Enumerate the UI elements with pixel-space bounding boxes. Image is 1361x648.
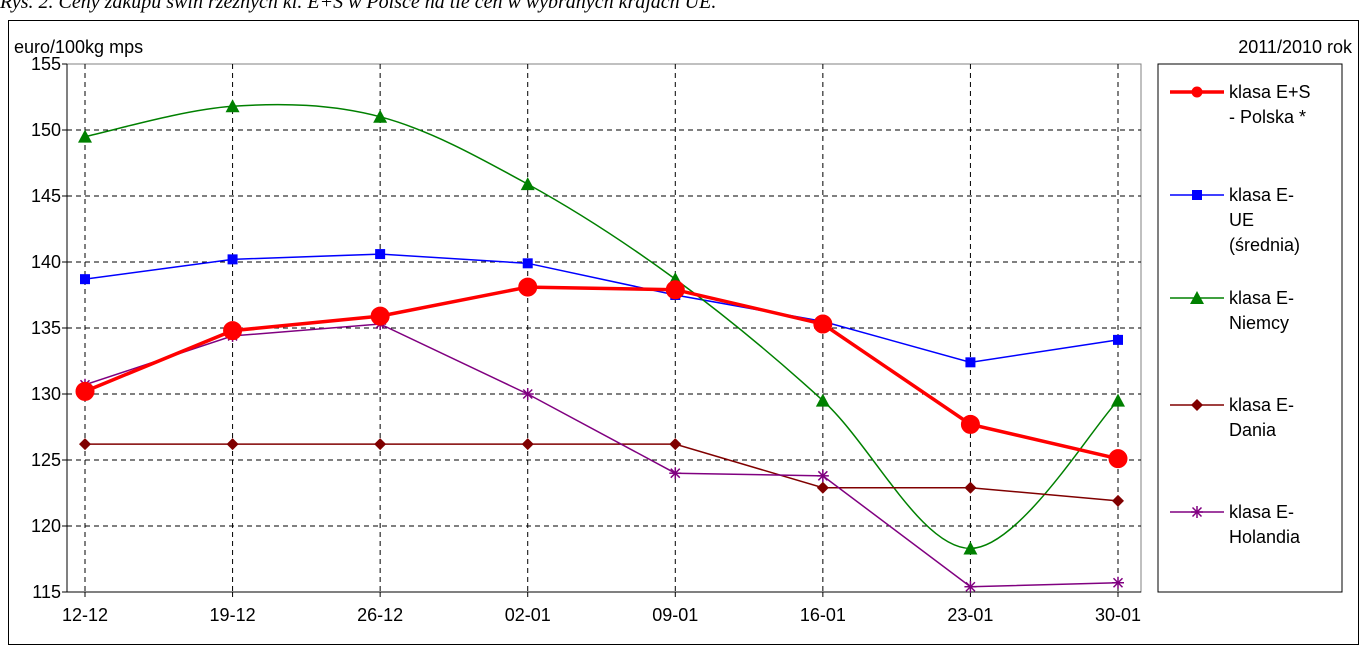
x-tick-label: 02-01: [505, 605, 551, 625]
legend-label: klasa E+S: [1229, 82, 1311, 102]
x-tick-labels: 12-12 19-12 26-12 02-01 09-01 16-01 23-01 30-01: [62, 605, 1141, 625]
y-tick-label: 145: [31, 186, 61, 206]
data-point: [1112, 576, 1124, 589]
data-point: [225, 99, 240, 113]
legend-swatch-marker: [1191, 506, 1203, 518]
data-point: [964, 481, 977, 494]
y-axis-label: euro/100kg mps: [14, 37, 143, 57]
legend-entry-1: klasa E- UE (średnia): [1170, 185, 1300, 255]
legend-swatch-marker: [1191, 86, 1203, 98]
data-point: [75, 381, 95, 401]
legend-swatch-marker: [1192, 190, 1202, 200]
y-tick-label: 115: [32, 582, 61, 602]
x-tick-label: 16-01: [800, 605, 846, 625]
y-tick-label: 140: [31, 252, 61, 272]
data-point: [370, 306, 390, 326]
legend-entry-2: klasa E- Niemcy: [1170, 288, 1294, 333]
star-stroke: [817, 470, 828, 481]
data-point: [669, 467, 682, 480]
data-point: [521, 438, 534, 451]
chart-frame: [8, 20, 1359, 645]
star-stroke: [965, 581, 976, 592]
data-point: [1108, 449, 1128, 469]
series-group: [75, 99, 1128, 593]
data-point: [522, 258, 533, 269]
y-tick-label: 155: [31, 54, 61, 74]
legend-box: [1157, 63, 1343, 593]
x-tick-label: 09-01: [652, 605, 698, 625]
legend-swatch-marker: [1191, 399, 1203, 411]
data-point: [520, 177, 535, 191]
data-point: [1112, 494, 1124, 507]
legend: klasa E+S- Polska *klasa E-UE(średnia)kl…: [1170, 82, 1311, 547]
legend-label: klasa E-: [1229, 502, 1294, 522]
legend-entry-3: klasa E- Dania: [1170, 395, 1294, 440]
series-1: [80, 249, 1123, 368]
legend-label: Holandia: [1229, 527, 1301, 547]
legend-label: Dania: [1229, 420, 1277, 440]
x-tick-label: 19-12: [210, 605, 256, 625]
data-point: [375, 249, 386, 260]
series-line: [84, 253, 1119, 364]
data-point: [80, 274, 90, 285]
data-point: [964, 580, 977, 593]
data-point: [79, 438, 91, 451]
legend-entry-0: klasa E+S - Polska *: [1170, 82, 1311, 127]
data-point: [665, 280, 685, 300]
data-point: [518, 277, 538, 297]
y-tick-label: 125: [31, 450, 61, 470]
period-label: 2011/2010 rok: [1238, 37, 1353, 57]
data-point: [223, 321, 243, 341]
legend-label: - Polska *: [1229, 107, 1306, 127]
legend-label: UE: [1229, 210, 1254, 230]
series-0: [75, 277, 1128, 469]
x-tick-label: 23-01: [947, 605, 993, 625]
series-line: [84, 323, 1119, 588]
data-point: [373, 109, 388, 123]
data-point: [669, 438, 682, 451]
data-point: [1111, 393, 1125, 407]
data-point: [963, 541, 978, 555]
series-3: [79, 438, 1124, 507]
data-point: [816, 481, 829, 494]
legend-entry-4: klasa E- Holandia: [1170, 502, 1301, 547]
data-point: [78, 129, 92, 143]
star-stroke: [1112, 577, 1124, 588]
x-tick-label: 26-12: [357, 605, 403, 625]
data-point: [960, 414, 980, 434]
legend-label: klasa E-: [1229, 185, 1294, 205]
x-tick-label: 12-12: [62, 605, 108, 625]
star-stroke: [522, 388, 533, 400]
data-point: [815, 393, 830, 407]
data-point: [226, 438, 239, 451]
y-tick-label: 130: [31, 384, 61, 404]
y-tick-label: 120: [31, 516, 61, 536]
legend-label: klasa E-: [1229, 288, 1294, 308]
data-point: [813, 314, 833, 334]
y-tick-labels: 115 120 125 130 135 140 145 150 155: [31, 54, 61, 602]
series-line: [84, 285, 1119, 461]
data-point: [521, 388, 534, 400]
legend-label: (średnia): [1229, 235, 1300, 255]
y-tick-label: 135: [31, 318, 61, 338]
legend-label: klasa E-: [1229, 395, 1294, 415]
data-point: [1113, 334, 1123, 345]
data-point: [227, 254, 238, 265]
legend-label: Niemcy: [1229, 313, 1289, 333]
series-line: [85, 443, 1119, 502]
data-point: [965, 357, 976, 368]
figure-caption: Rys. 2. Ceny zakupu świń rzeźnych kl. E+…: [0, 0, 717, 13]
legend-swatch-marker: [1190, 291, 1204, 304]
data-point: [374, 438, 387, 451]
y-tick-label: 150: [31, 120, 61, 140]
star-stroke: [670, 468, 681, 479]
data-point: [816, 469, 829, 482]
star-stroke: [1191, 506, 1203, 518]
x-tick-label: 30-01: [1095, 605, 1141, 625]
